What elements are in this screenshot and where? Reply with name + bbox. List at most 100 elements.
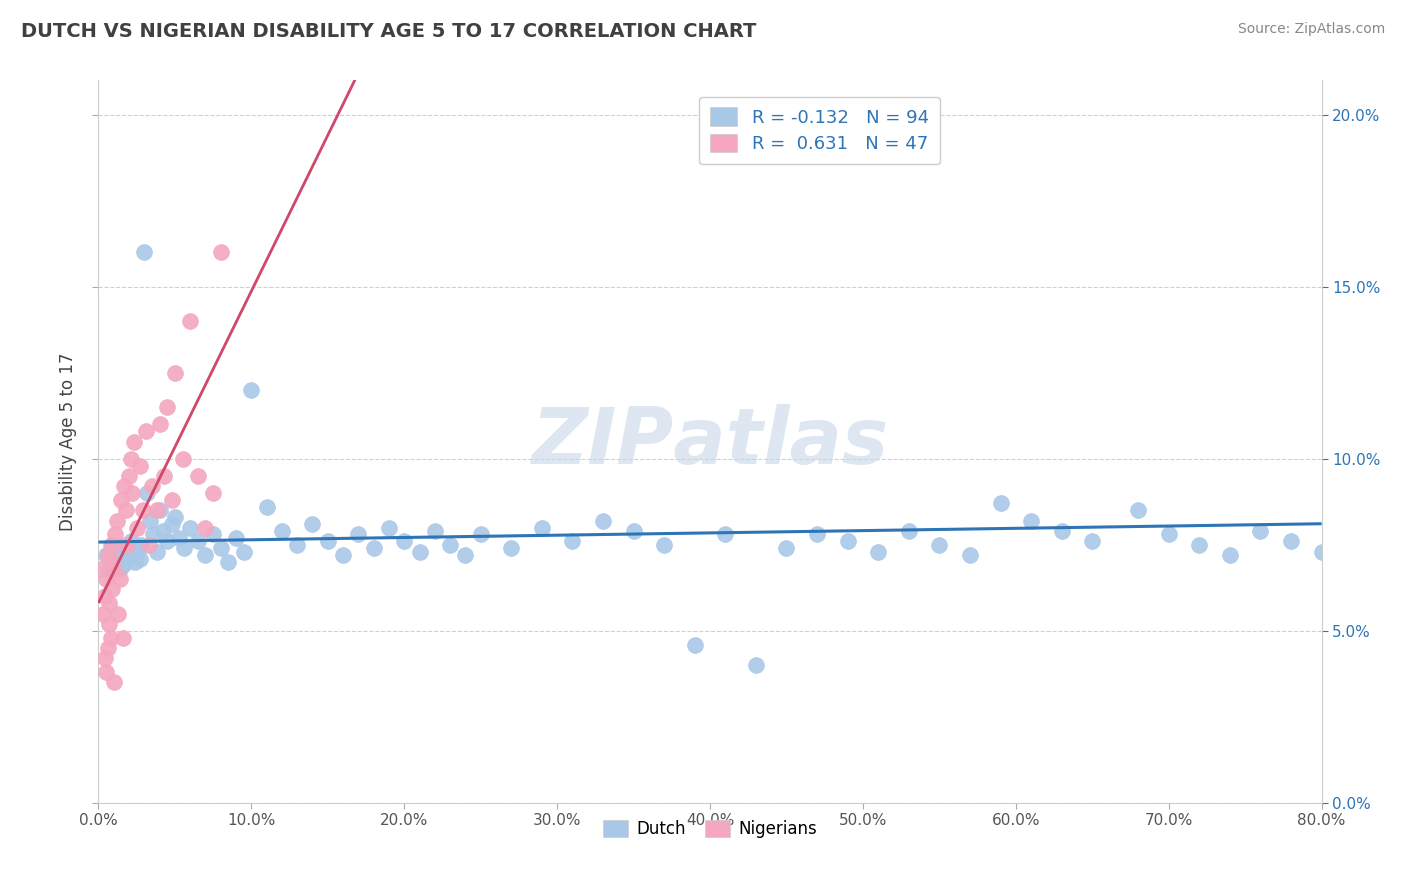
Point	[163, 510, 186, 524]
Point	[363, 541, 385, 556]
Point	[138, 538, 160, 552]
Point	[149, 417, 172, 432]
Point	[623, 524, 645, 538]
Point	[145, 544, 167, 558]
Point	[142, 527, 165, 541]
Point	[103, 675, 125, 690]
Point	[1019, 514, 1042, 528]
Point	[122, 434, 145, 449]
Point	[683, 638, 706, 652]
Point	[110, 493, 132, 508]
Text: ZIP​atlas: ZIP​atlas	[531, 403, 889, 480]
Point	[94, 665, 117, 679]
Point	[240, 383, 263, 397]
Point	[107, 607, 129, 621]
Point	[112, 479, 135, 493]
Point	[91, 607, 114, 621]
Point	[110, 538, 132, 552]
Point	[439, 538, 461, 552]
Point	[1310, 544, 1333, 558]
Point	[121, 486, 143, 500]
Point	[868, 544, 890, 558]
Point	[145, 503, 167, 517]
Point	[897, 524, 920, 538]
Point	[285, 538, 308, 552]
Point	[270, 524, 292, 538]
Point	[173, 541, 195, 556]
Point	[156, 534, 179, 549]
Point	[256, 500, 278, 514]
Point	[316, 534, 339, 549]
Point	[122, 538, 145, 552]
Point	[172, 451, 194, 466]
Point	[1157, 527, 1180, 541]
Point	[127, 541, 149, 556]
Point	[94, 572, 117, 586]
Point	[120, 451, 142, 466]
Point	[115, 555, 138, 569]
Point	[98, 596, 121, 610]
Point	[120, 534, 142, 549]
Point	[301, 517, 323, 532]
Point	[561, 534, 583, 549]
Point	[160, 517, 183, 532]
Point	[110, 555, 132, 569]
Point	[454, 548, 477, 562]
Point	[806, 527, 828, 541]
Point	[202, 527, 225, 541]
Point	[128, 458, 150, 473]
Point	[169, 531, 191, 545]
Point	[97, 640, 120, 655]
Point	[125, 544, 148, 558]
Point	[209, 245, 232, 260]
Point	[107, 548, 129, 562]
Point	[1081, 534, 1104, 549]
Point	[217, 555, 239, 569]
Point	[111, 558, 134, 573]
Point	[128, 551, 150, 566]
Point	[125, 520, 148, 534]
Point	[652, 538, 675, 552]
Point	[100, 538, 122, 552]
Point	[160, 493, 183, 508]
Point	[408, 544, 430, 558]
Point	[117, 538, 139, 552]
Point	[179, 314, 201, 328]
Point	[104, 555, 127, 569]
Point	[94, 548, 117, 562]
Point	[105, 541, 128, 556]
Point	[202, 486, 225, 500]
Point	[1371, 524, 1393, 538]
Point	[118, 544, 141, 558]
Text: Source: ZipAtlas.com: Source: ZipAtlas.com	[1237, 22, 1385, 37]
Point	[103, 558, 125, 573]
Point	[135, 424, 157, 438]
Point	[98, 616, 121, 631]
Point	[470, 527, 492, 541]
Point	[163, 366, 186, 380]
Point	[1341, 383, 1364, 397]
Point	[141, 479, 163, 493]
Point	[714, 527, 737, 541]
Point	[592, 514, 614, 528]
Point	[97, 548, 120, 562]
Point	[1219, 548, 1241, 562]
Point	[1050, 524, 1073, 538]
Point	[501, 541, 523, 556]
Point	[232, 544, 254, 558]
Point	[1188, 538, 1211, 552]
Point	[153, 469, 176, 483]
Point	[101, 582, 124, 597]
Point	[103, 544, 125, 558]
Point	[111, 544, 134, 558]
Point	[93, 651, 115, 665]
Point	[101, 538, 124, 552]
Point	[156, 400, 179, 414]
Text: DUTCH VS NIGERIAN DISABILITY AGE 5 TO 17 CORRELATION CHART: DUTCH VS NIGERIAN DISABILITY AGE 5 TO 17…	[21, 22, 756, 41]
Legend: Dutch, Nigerians: Dutch, Nigerians	[596, 814, 824, 845]
Point	[332, 548, 354, 562]
Point	[990, 496, 1012, 510]
Y-axis label: Disability Age 5 to 17: Disability Age 5 to 17	[59, 352, 77, 531]
Point	[187, 469, 209, 483]
Point	[112, 548, 135, 562]
